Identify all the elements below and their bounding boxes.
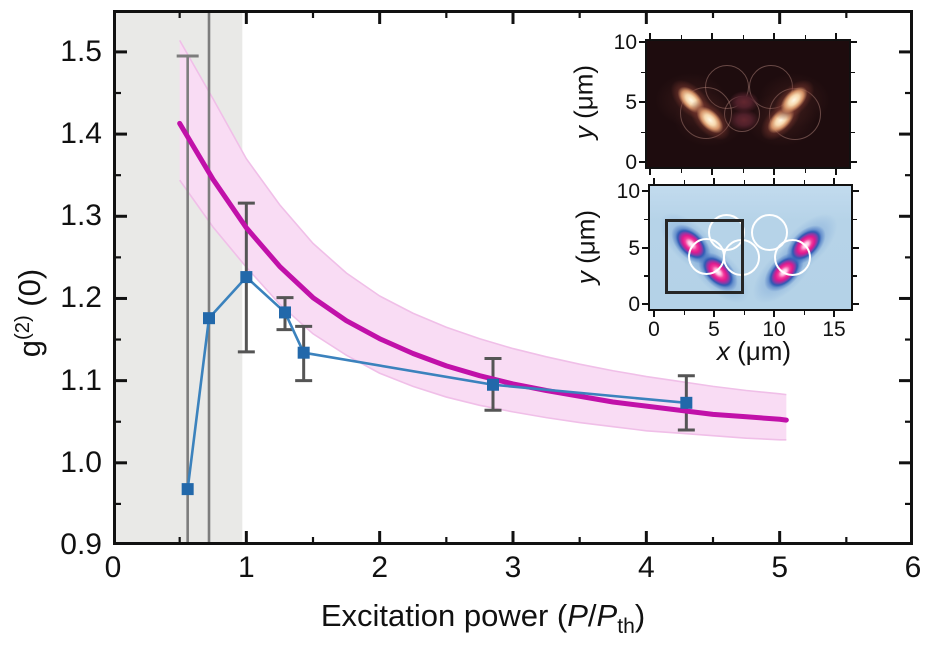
- mode-dim-blob: [729, 109, 760, 131]
- y-axis-title-sup: (2): [11, 315, 34, 340]
- x-axis-title-slash: /: [587, 598, 597, 633]
- x-tick-label: 6: [904, 551, 922, 584]
- inset-top-y-axis-title: y (μm): [569, 65, 600, 139]
- inset-bottom-y-axis-title: y (μm): [571, 210, 602, 284]
- pillar-circle: [774, 238, 812, 276]
- inset-bottom-xlabel-var: x: [716, 336, 730, 366]
- x-tick-label: 0: [104, 551, 122, 584]
- roi-square: [664, 219, 744, 294]
- measured-point: [279, 306, 291, 319]
- inset-bottom-xlabel-unit: (μm): [729, 336, 792, 366]
- y-axis-title-base: g: [12, 339, 48, 358]
- x-tick-label: 2: [371, 551, 388, 584]
- measured-point: [297, 346, 310, 359]
- plot-frame: [113, 10, 913, 545]
- inset-calculated-mode-map: [645, 39, 851, 169]
- confidence-band-upper-edge: [178, 40, 787, 396]
- x-axis-title: Excitation power (P/Pth): [321, 598, 645, 639]
- inset-bottom-ylabel-unit: (μm): [570, 209, 601, 272]
- y-tick-label: 0.9: [60, 528, 102, 561]
- main-plot-area: [111, 10, 915, 547]
- threshold-region: [113, 10, 243, 545]
- x-tick-label: 5: [771, 551, 788, 584]
- y-tick-label: 1.5: [60, 34, 102, 68]
- y-tick-label: 1.0: [60, 445, 102, 479]
- x-tick-label: 4: [637, 551, 655, 584]
- confidence-band: [179, 40, 787, 440]
- x-axis-title-suffix: ): [634, 598, 646, 633]
- measured-point: [203, 312, 215, 325]
- x-axis-title-text: Excitation power (: [320, 598, 568, 633]
- y-tick-label: 1.4: [60, 117, 102, 151]
- measured-point: [240, 271, 253, 284]
- x-tick-label: 3: [504, 551, 522, 584]
- mode-dim-blob: [729, 91, 760, 113]
- y-tick-label: 1.2: [60, 281, 102, 315]
- pillar-circle: [751, 213, 789, 251]
- measured-point: [487, 378, 499, 391]
- x-axis-title-sub: th: [617, 615, 635, 639]
- inset-top-ylabel-var: y: [568, 126, 599, 140]
- main-chart-svg: [111, 10, 915, 547]
- inset-top-ylabel-unit: (μm): [568, 64, 599, 127]
- measured-point: [680, 396, 693, 409]
- y-tick-label: 1.3: [60, 199, 102, 233]
- inset-measured-emission-map: [648, 184, 853, 311]
- x-axis-title-p1: P: [567, 598, 588, 633]
- measured-point: [181, 483, 194, 496]
- inset-bottom-ylabel-var: y: [570, 271, 601, 285]
- x-axis-title-p2: P: [596, 598, 618, 633]
- y-tick-label: 1.1: [60, 363, 102, 397]
- y-axis-title-rest: (0): [12, 268, 48, 316]
- x-tick-label: 1: [237, 551, 255, 584]
- inset-bottom-x-axis-title: x (μm): [717, 336, 791, 367]
- y-axis-title: g(2) (0): [12, 269, 48, 357]
